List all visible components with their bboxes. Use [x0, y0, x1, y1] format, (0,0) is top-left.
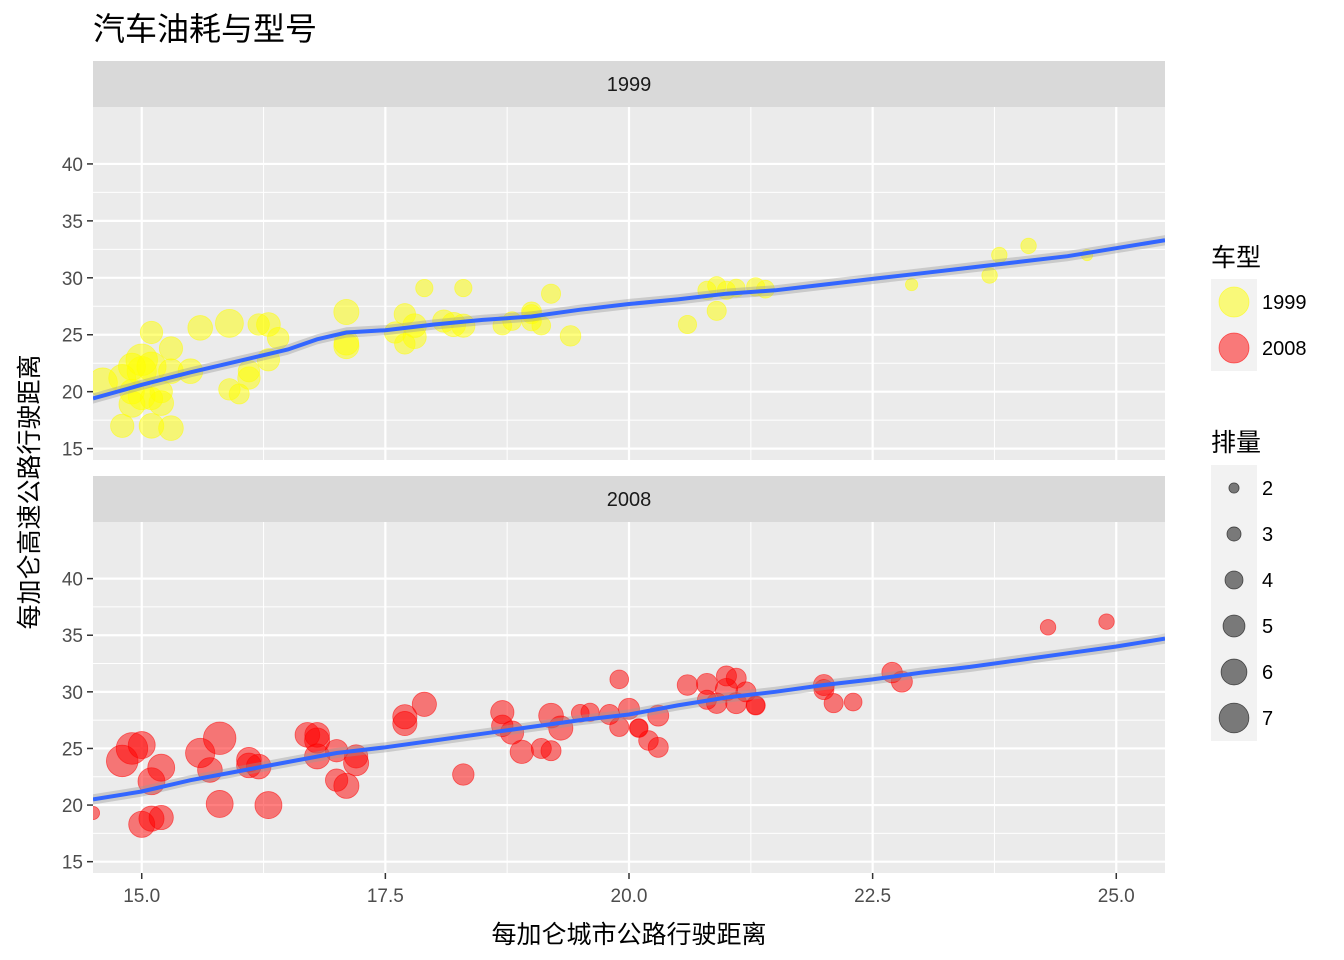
- y-tick-label: 35: [62, 212, 83, 233]
- data-point: [267, 327, 290, 350]
- data-point: [254, 791, 283, 819]
- facet-strip-label: 2008: [607, 489, 652, 511]
- chart-title: 汽车油耗与型号: [93, 10, 317, 48]
- legend-key-circle: [1220, 658, 1248, 686]
- data-point: [905, 278, 919, 292]
- marks: [93, 235, 1165, 441]
- size-legend-title: 排量: [1211, 428, 1261, 457]
- data-point: [333, 298, 360, 325]
- data-point: [509, 739, 534, 764]
- data-point: [304, 727, 331, 754]
- y-axis-title: 每加仑高速公路行驶距离: [15, 354, 44, 629]
- data-point: [454, 278, 473, 298]
- panels: 1999 15 20 25 30 35 40 2008 15 20 25 30 35 40 15.0 17.5…: [62, 61, 1165, 907]
- data-point: [215, 308, 244, 338]
- data-point: [139, 386, 164, 411]
- y-tick-label: 20: [62, 383, 83, 404]
- y-tick-label: 25: [62, 326, 83, 347]
- data-point: [1098, 613, 1115, 630]
- data-point: [333, 329, 360, 356]
- x-axis-title: 每加仑城市公路行驶距离: [491, 920, 766, 949]
- x-tick-label: 22.5: [854, 886, 891, 907]
- data-point: [127, 731, 156, 759]
- data-point: [148, 804, 174, 831]
- legend-label: 1999: [1262, 292, 1307, 314]
- data-point: [746, 695, 766, 715]
- marks: [93, 613, 1165, 838]
- data-point: [609, 669, 630, 690]
- data-point: [333, 772, 360, 799]
- data-point: [205, 790, 234, 818]
- data-point: [147, 753, 176, 782]
- data-point: [110, 413, 135, 438]
- y-tick-label: 15: [62, 440, 83, 461]
- legend-label: 3: [1262, 524, 1273, 546]
- data-point: [677, 314, 698, 335]
- legend-label: 4: [1262, 570, 1273, 592]
- data-point: [823, 693, 844, 714]
- legend-key-circle: [1218, 332, 1250, 364]
- legend-label: 7: [1262, 708, 1273, 730]
- data-point: [158, 336, 184, 361]
- legend-key-circle: [1224, 570, 1244, 590]
- legend-key-circle: [1228, 482, 1240, 494]
- y-tick-label: 35: [62, 626, 83, 647]
- facet-strip: [93, 61, 1165, 107]
- legend-key-circle: [1226, 526, 1242, 542]
- data-point: [415, 278, 434, 298]
- y-tick-label: 30: [62, 269, 83, 290]
- y-tick-label: 20: [62, 796, 83, 817]
- legend-key-circle: [1222, 614, 1246, 638]
- facet-strip-label: 1999: [607, 74, 652, 96]
- panel-1999: 1999 15 20 25 30 35 40: [62, 61, 1165, 461]
- facet-strip: [93, 476, 1165, 522]
- data-point: [392, 704, 418, 730]
- data-point: [540, 740, 562, 762]
- smooth-line: [93, 238, 1165, 401]
- x-tick-label: 20.0: [611, 886, 648, 907]
- y-tick-label: 30: [62, 683, 83, 704]
- y-tick-label: 25: [62, 739, 83, 760]
- data-point: [647, 736, 669, 758]
- data-point: [559, 325, 582, 347]
- x-tick-label: 25.0: [1098, 886, 1135, 907]
- data-point: [394, 333, 416, 355]
- legend-label: 2008: [1262, 338, 1307, 360]
- data-point: [706, 300, 727, 321]
- data-point: [676, 674, 699, 696]
- y-tick-label: 40: [62, 155, 83, 176]
- data-point: [158, 415, 184, 441]
- data-point: [452, 763, 475, 786]
- x-tick-label: 17.5: [367, 886, 404, 907]
- panel-2008: 2008 15 20 25 30 35 40: [62, 476, 1165, 874]
- data-point: [541, 283, 562, 304]
- legend-label: 2: [1262, 478, 1273, 500]
- data-point: [1020, 237, 1037, 255]
- legend-key-circle: [1218, 286, 1250, 318]
- legend-label: 5: [1262, 616, 1273, 638]
- x-tick-label: 15.0: [123, 886, 160, 907]
- legend-label: 6: [1262, 662, 1273, 684]
- data-point: [187, 315, 213, 341]
- data-point: [843, 692, 863, 712]
- data-point: [93, 805, 100, 820]
- smooth-line: [93, 636, 1165, 802]
- data-point: [1039, 619, 1057, 636]
- legend-key-circle: [1218, 702, 1250, 734]
- data-point: [203, 721, 237, 755]
- color-legend-title: 车型: [1211, 243, 1261, 272]
- y-tick-label: 40: [62, 570, 83, 591]
- data-point: [490, 700, 515, 725]
- data-point: [139, 320, 164, 345]
- data-point: [411, 691, 437, 717]
- y-tick-label: 15: [62, 853, 83, 874]
- data-point: [981, 267, 998, 284]
